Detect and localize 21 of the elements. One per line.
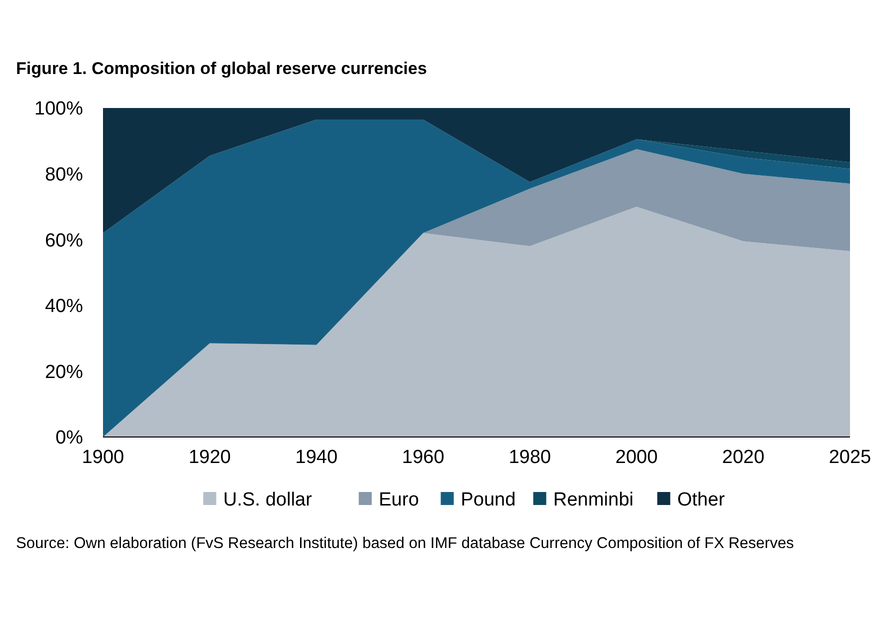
chart-title: Figure 1. Composition of global reserve currencies bbox=[16, 59, 427, 78]
y-tick-label: 60% bbox=[44, 230, 84, 252]
y-tick-label: 100% bbox=[34, 98, 84, 120]
source-note: Source: Own elaboration (FvS Research Institute) based on IMF database Currency Composition of FX Reserves bbox=[16, 535, 794, 552]
legend-label: U.S. dollar bbox=[223, 490, 313, 511]
legend-label: Renminbi bbox=[553, 490, 634, 511]
y-tick-label: 20% bbox=[44, 362, 84, 383]
x-tick-label: 1920 bbox=[188, 447, 231, 468]
legend-label: Pound bbox=[460, 490, 516, 511]
x-tick-label: 1940 bbox=[295, 447, 338, 468]
x-tick-label: 1900 bbox=[82, 447, 124, 468]
x-tick-label: 2025 bbox=[828, 447, 872, 468]
y-tick-label: 40% bbox=[44, 296, 84, 318]
x-tick-label: 2020 bbox=[722, 447, 764, 468]
x-tick-label: 1980 bbox=[508, 447, 551, 468]
legend-label: Other bbox=[677, 490, 726, 511]
x-tick-label: 2000 bbox=[615, 447, 658, 468]
legend-label: Euro bbox=[378, 490, 419, 511]
y-tick-label: 80% bbox=[44, 164, 84, 186]
x-tick-label: 1960 bbox=[402, 447, 444, 468]
y-tick-label: 0% bbox=[56, 428, 84, 449]
